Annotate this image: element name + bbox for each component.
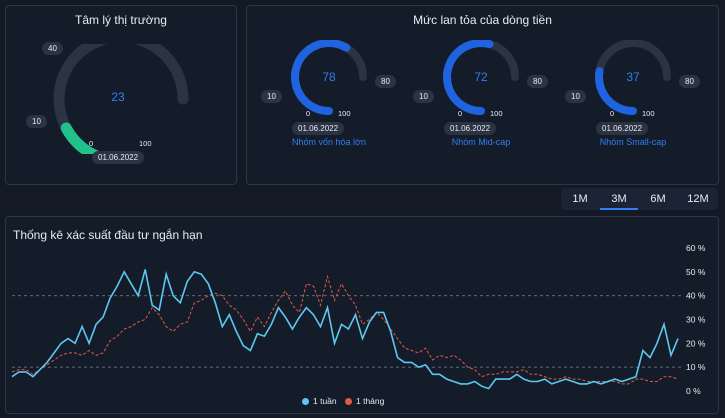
flow-gauge-arc xyxy=(291,40,367,115)
gauge-fill xyxy=(443,40,494,115)
chart-title: Thống kê xác suất đầu tư ngắn hạn xyxy=(13,228,203,242)
legend-item-1-month[interactable]: 1 tháng xyxy=(345,396,384,406)
y-tick-label: 30 % xyxy=(686,315,706,325)
flow-gauge-max: 100 xyxy=(642,109,655,118)
flow-gauge-name: Nhóm Mid-cap xyxy=(451,137,511,147)
flow-gauge-mark-high: 80 xyxy=(375,75,396,88)
sentiment-mark-low: 10 xyxy=(26,115,47,128)
legend-label-1-week: 1 tuần xyxy=(313,396,337,406)
flow-gauge-mark-low: 10 xyxy=(261,90,282,103)
period-tabs: 1M 3M 6M 12M xyxy=(561,188,718,210)
flow-gauge-date: 01.06.2022 xyxy=(292,122,345,135)
y-tick-label: 20 % xyxy=(686,338,706,348)
legend-dot-1-week xyxy=(302,397,309,405)
flow-gauge-mark-high: 80 xyxy=(527,75,548,88)
sentiment-gauge xyxy=(53,44,189,154)
flow-panel: Mức lan tỏa của dòng tiền xyxy=(246,5,719,185)
flow-gauge-min: 0 xyxy=(458,109,463,118)
flow-gauge-arc xyxy=(443,40,519,115)
flow-gauge-min: 0 xyxy=(610,109,615,118)
flow-gauge-date: 01.06.2022 xyxy=(444,122,497,135)
flow-gauge-max: 100 xyxy=(338,109,351,118)
gauge-fill xyxy=(595,67,637,115)
flow-gauge-mark-low: 10 xyxy=(565,90,586,103)
sentiment-min: 0 xyxy=(89,139,94,148)
gauge-fill xyxy=(291,40,351,115)
y-tick-label: 60 % xyxy=(686,243,706,253)
y-tick-label: 50 % xyxy=(686,267,706,277)
series-line-1-week xyxy=(11,269,679,390)
flow-gauge-max: 100 xyxy=(490,109,503,118)
y-tick-label: 10 % xyxy=(686,362,706,372)
sentiment-max: 100 xyxy=(139,139,152,148)
sentiment-mark-high: 40 xyxy=(42,42,63,55)
legend-label-1-month: 1 tháng xyxy=(356,396,385,406)
tab-1m[interactable]: 1M xyxy=(572,193,588,205)
sentiment-panel: Tâm lý thị trường 23 40 10 0 100 01.06.2… xyxy=(5,5,237,185)
flow-title: Mức lan tỏa của dòng tiền xyxy=(413,13,552,27)
tab-6m[interactable]: 6M xyxy=(650,193,666,205)
legend-item-1-week[interactable]: 1 tuần xyxy=(302,396,337,406)
flow-gauge-arc xyxy=(595,40,671,115)
flow-gauge-mark-low: 10 xyxy=(413,90,434,103)
sentiment-title: Tâm lý thị trường xyxy=(75,13,167,27)
series-line-1-month xyxy=(11,274,679,385)
y-tick-label: 0 % xyxy=(686,386,701,396)
sentiment-value: 23 xyxy=(111,90,125,104)
flow-gauge-value: 72 xyxy=(474,70,488,84)
flow-gauge-value: 78 xyxy=(322,70,336,84)
flow-gauge-mark-high: 80 xyxy=(679,75,700,88)
tab-3m[interactable]: 3M xyxy=(600,188,638,210)
tab-12m[interactable]: 12M xyxy=(687,193,709,205)
flow-gauge-min: 0 xyxy=(306,109,311,118)
flow-gauge-value: 37 xyxy=(626,70,640,84)
flow-gauge-name: Nhóm Small-cap xyxy=(599,137,667,147)
legend-dot-1-month xyxy=(345,397,352,405)
y-tick-label: 40 % xyxy=(686,291,706,301)
flow-gauge-name: Nhóm vốn hóa lớn xyxy=(292,137,366,147)
flow-gauge-date: 01.06.2022 xyxy=(596,122,649,135)
sentiment-date: 01.06.2022 xyxy=(92,151,145,164)
